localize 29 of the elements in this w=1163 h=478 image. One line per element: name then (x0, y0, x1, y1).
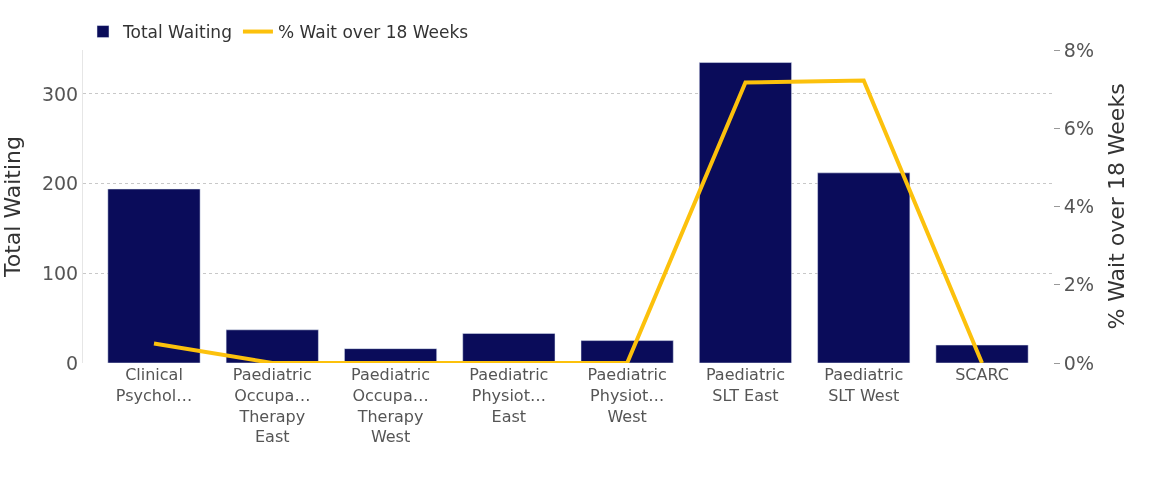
legend-label: % Wait over 18 Weeks (277, 22, 469, 43)
y-tick-label: 0 (66, 351, 79, 374)
y-tick-label: 100 (41, 261, 79, 284)
bar (817, 172, 911, 363)
x-tick-label: Paediatric Occupa… Therapy West (351, 365, 431, 447)
bar (462, 333, 556, 363)
x-tick-label: Paediatric SLT East (705, 365, 785, 405)
x-tick-label: Paediatric Physiot… West (587, 365, 667, 426)
line-series (151, 78, 985, 363)
y-axis-title: Total Waiting (0, 136, 25, 278)
bar (107, 188, 201, 363)
y2-tick-label: 0% (1063, 351, 1094, 374)
y-tick-label: 300 (41, 82, 79, 105)
x-tick-label: Paediatric Occupa… Therapy East (232, 365, 312, 447)
x-tick-label: SCARC (955, 365, 1009, 384)
x-tick-label: Paediatric SLT West (824, 365, 904, 405)
y2-axis-title: % Wait over 18 Weeks (1103, 83, 1129, 330)
bar (935, 344, 1029, 363)
bar (699, 62, 792, 363)
y2-tick-label: 8% (1063, 38, 1094, 61)
bar (225, 329, 319, 363)
y-tick-label: 200 (41, 172, 79, 195)
bar (580, 340, 674, 363)
x-tick-label: Clinical Psychol… (115, 365, 193, 405)
y2-tick-label: 4% (1063, 195, 1094, 218)
x-tick-label: Paediatric Physiot… East (469, 365, 549, 426)
y2-tick-label: 2% (1063, 273, 1094, 296)
y2-tick-label: 6% (1063, 116, 1094, 139)
legend-label: Total Waiting (122, 22, 232, 43)
